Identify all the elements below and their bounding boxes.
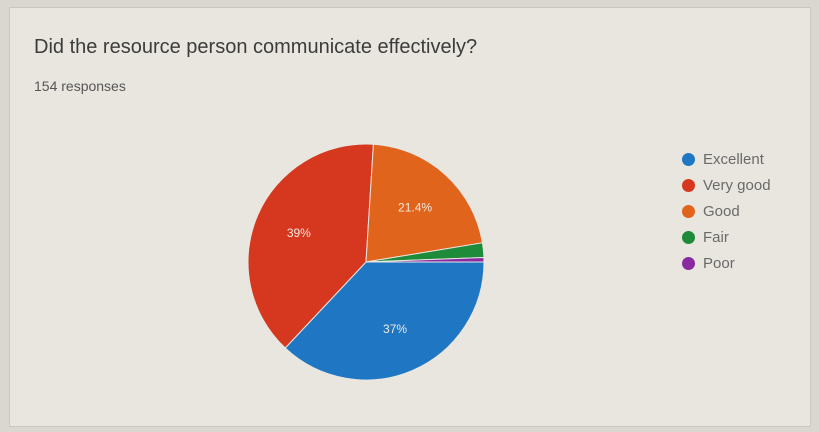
response-count: 154 responses [34, 78, 126, 94]
legend-item-very-good[interactable]: Very good [682, 172, 771, 198]
legend-label: Fair [703, 228, 729, 246]
legend-item-poor[interactable]: Poor [682, 250, 771, 276]
pie-slice-poor[interactable] [365, 257, 485, 263]
legend-label: Poor [703, 254, 735, 272]
slice-label-very-good: 39% [287, 226, 311, 240]
legend-label: Good [703, 202, 740, 220]
legend-item-fair[interactable]: Fair [682, 224, 771, 250]
legend-item-excellent[interactable]: Excellent [682, 146, 771, 172]
pie-slice-good[interactable] [365, 143, 484, 263]
legend-swatch [682, 256, 695, 270]
question-title: Did the resource person communicate effe… [34, 36, 478, 58]
legend-item-good[interactable]: Good [682, 198, 771, 224]
slice-label-excellent: 37% [383, 322, 407, 336]
slice-label-good: 21.4% [398, 201, 432, 215]
legend-swatch [682, 204, 695, 218]
chart-legend: Excellent Very good Good Fair Poor [682, 146, 771, 276]
legend-swatch [682, 230, 695, 244]
legend-label: Very good [703, 176, 771, 194]
pie-slice-excellent[interactable] [284, 261, 485, 381]
legend-swatch [682, 152, 695, 166]
legend-swatch [682, 178, 695, 192]
pie-slice-very-good[interactable] [247, 143, 374, 349]
legend-label: Excellent [703, 150, 764, 168]
